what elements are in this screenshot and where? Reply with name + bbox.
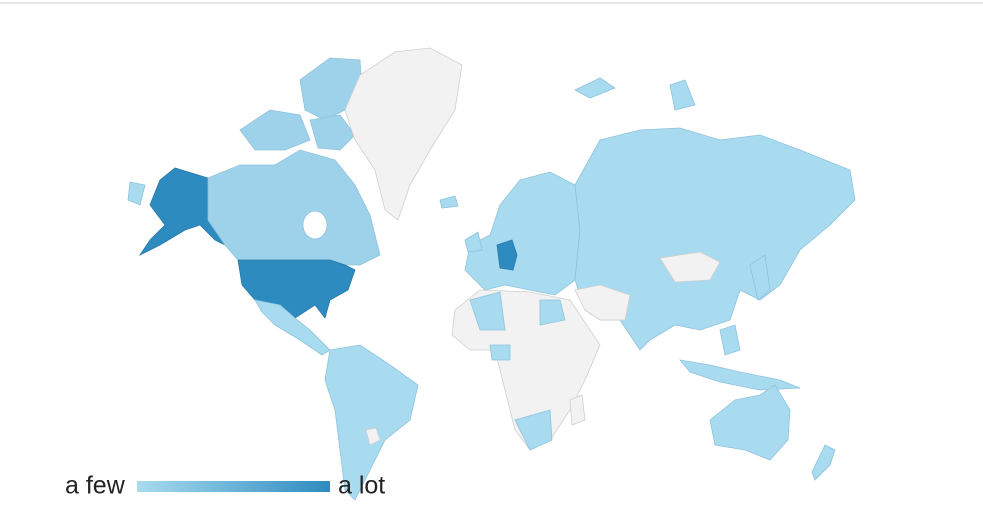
- region: [811, 444, 836, 481]
- legend: a few a lot: [65, 472, 385, 500]
- region: [539, 299, 566, 326]
- region: [709, 384, 791, 461]
- world-map: [127, 47, 856, 501]
- region: [469, 291, 506, 331]
- hudson-bay: [302, 210, 328, 240]
- region: [659, 251, 721, 283]
- region: [464, 171, 581, 296]
- region: [439, 195, 459, 209]
- region: [669, 79, 696, 111]
- region: [254, 299, 331, 356]
- region: [749, 254, 771, 301]
- region: [207, 149, 381, 266]
- region: [574, 77, 616, 99]
- region: [239, 109, 311, 151]
- region: [464, 231, 483, 253]
- region: [489, 344, 511, 361]
- region: [309, 114, 356, 151]
- legend-low-label: a few: [65, 472, 126, 500]
- region: [679, 359, 801, 391]
- legend-high-label: a lot: [338, 472, 385, 500]
- region: [719, 324, 741, 356]
- region: [324, 344, 419, 501]
- region: [514, 409, 553, 451]
- region: [569, 394, 586, 426]
- region: [574, 284, 631, 321]
- region: [127, 181, 146, 206]
- region: [496, 239, 518, 271]
- legend-gradient: [137, 481, 330, 492]
- region: [344, 47, 463, 221]
- region: [237, 259, 356, 319]
- region: [365, 427, 381, 446]
